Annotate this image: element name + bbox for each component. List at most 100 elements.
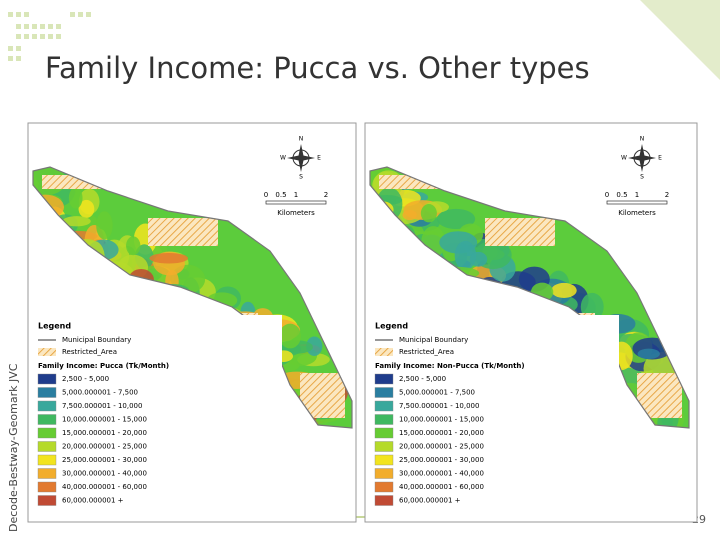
legend-label: 60,000.000001 + bbox=[62, 497, 124, 505]
income-patch bbox=[149, 252, 189, 264]
legend-label: 25,000.000001 - 30,000 bbox=[399, 456, 484, 464]
legend-label: Restricted_Area bbox=[62, 348, 117, 356]
scale-unit: Kilometers bbox=[277, 209, 315, 217]
scale-unit: Kilometers bbox=[618, 209, 656, 217]
income-patch bbox=[420, 204, 437, 223]
legend-label: 5,000.000001 - 7,500 bbox=[399, 389, 475, 397]
scale-label: 0.5 bbox=[275, 191, 286, 199]
legend-label: 25,000.000001 - 30,000 bbox=[62, 456, 147, 464]
compass bbox=[628, 144, 656, 172]
legend-title: Family Income: Non-Pucca (Tk/Month) bbox=[375, 362, 525, 370]
legend-label: Municipal Boundary bbox=[399, 336, 468, 344]
income-patch bbox=[62, 216, 91, 227]
legend-heading: Legend bbox=[375, 322, 408, 331]
income-patch bbox=[68, 187, 83, 209]
legend-heading: Legend bbox=[38, 322, 71, 331]
legend-swatch bbox=[37, 373, 57, 385]
map-base bbox=[33, 167, 352, 428]
restricted-patch bbox=[485, 218, 555, 246]
income-patch bbox=[279, 323, 302, 349]
legend-swatch bbox=[374, 427, 394, 439]
map-panel: N W E S 0 0.5 1 2 Kilometers Legend Municipal Boun… bbox=[364, 122, 698, 523]
income-patch bbox=[96, 211, 113, 240]
legend-label: 20,000.000001 - 25,000 bbox=[62, 443, 147, 451]
income-patch bbox=[402, 209, 417, 221]
legend-label: 15,000.000001 - 20,000 bbox=[399, 429, 484, 437]
legend-label: 7,500.000001 - 10,000 bbox=[399, 402, 479, 410]
scale-label: 1 bbox=[635, 191, 639, 199]
map-boundary bbox=[369, 166, 690, 429]
scale-label: 0 bbox=[264, 191, 268, 199]
legend-swatch bbox=[37, 387, 57, 398]
income-patch bbox=[551, 282, 577, 298]
legend-label: 30,000.000001 - 40,000 bbox=[62, 470, 147, 478]
income-patch bbox=[637, 348, 660, 360]
legend-title: Family Income: Pucca (Tk/Month) bbox=[38, 362, 169, 370]
compass-label: E bbox=[317, 155, 321, 162]
income-patch bbox=[78, 199, 95, 218]
scale-bar bbox=[606, 200, 668, 205]
scale-label: 0.5 bbox=[616, 191, 627, 199]
legend-label: 40,000.000001 - 60,000 bbox=[399, 483, 484, 491]
legend-swatch bbox=[37, 427, 57, 439]
scale-label: 0 bbox=[605, 191, 609, 199]
restricted-patch bbox=[148, 218, 218, 246]
compass-label: S bbox=[299, 174, 303, 181]
income-patch bbox=[126, 236, 141, 256]
legend-label: 2,500 - 5,000 bbox=[399, 375, 446, 383]
legend-swatch bbox=[38, 348, 56, 356]
income-patch bbox=[306, 336, 323, 357]
legend: Legend Municipal Boundary Restricted_Area F… bbox=[32, 315, 282, 521]
legend-bg bbox=[369, 315, 619, 521]
legend-swatch bbox=[374, 495, 394, 506]
side-label: Decode-Bestway-Geomark JVC bbox=[7, 363, 20, 532]
legend-label: 30,000.000001 - 40,000 bbox=[399, 470, 484, 478]
legend-swatch bbox=[37, 441, 57, 452]
legend-label: Municipal Boundary bbox=[62, 336, 131, 344]
legend-swatch bbox=[37, 414, 57, 425]
legend-label: 2,500 - 5,000 bbox=[62, 375, 109, 383]
legend-swatch bbox=[37, 481, 57, 493]
legend-label: 7,500.000001 - 10,000 bbox=[62, 402, 142, 410]
compass-label: S bbox=[640, 174, 644, 181]
legend-label: 20,000.000001 - 25,000 bbox=[399, 443, 484, 451]
legend-swatch bbox=[374, 387, 394, 398]
income-patch bbox=[469, 251, 488, 267]
scale-label: 2 bbox=[324, 191, 328, 199]
compass-label: E bbox=[658, 155, 662, 162]
legend-swatch bbox=[37, 400, 57, 412]
legend-label: 60,000.000001 + bbox=[399, 497, 461, 505]
legend-swatch bbox=[374, 454, 394, 466]
map-base bbox=[370, 167, 689, 428]
legend-swatch bbox=[37, 468, 57, 479]
legend-label: 10,000.000001 - 15,000 bbox=[399, 416, 484, 424]
compass-label: W bbox=[280, 155, 286, 162]
legend-swatch bbox=[37, 495, 57, 506]
legend-swatch bbox=[374, 400, 394, 412]
income-patch bbox=[436, 208, 476, 229]
scale-label: 2 bbox=[665, 191, 669, 199]
compass-label: W bbox=[621, 155, 627, 162]
legend-swatch bbox=[374, 481, 394, 493]
legend-label: 15,000.000001 - 20,000 bbox=[62, 429, 147, 437]
legend-swatch bbox=[374, 468, 394, 479]
legend-label: 40,000.000001 - 60,000 bbox=[62, 483, 147, 491]
legend-swatch bbox=[374, 441, 394, 452]
slide-title: Family Income: Pucca vs. Other types bbox=[45, 51, 590, 85]
compass-label: N bbox=[299, 136, 304, 143]
compass bbox=[287, 144, 315, 172]
legend: Legend Municipal Boundary Restricted_Area F… bbox=[369, 315, 619, 521]
legend-label: 10,000.000001 - 15,000 bbox=[62, 416, 147, 424]
legend-swatch bbox=[374, 373, 394, 385]
map-boundary bbox=[32, 166, 353, 429]
map-panel: N W E S 0 0.5 1 2 Kilometers Legend Municipal Boun… bbox=[27, 122, 357, 523]
scale-label: 1 bbox=[294, 191, 298, 199]
compass-label: N bbox=[640, 136, 645, 143]
legend-label: 5,000.000001 - 7,500 bbox=[62, 389, 138, 397]
legend-swatch bbox=[37, 454, 57, 466]
legend-label: Restricted_Area bbox=[399, 348, 454, 356]
legend-swatch bbox=[374, 414, 394, 425]
scale-bar bbox=[265, 200, 327, 205]
legend-bg bbox=[32, 315, 282, 521]
